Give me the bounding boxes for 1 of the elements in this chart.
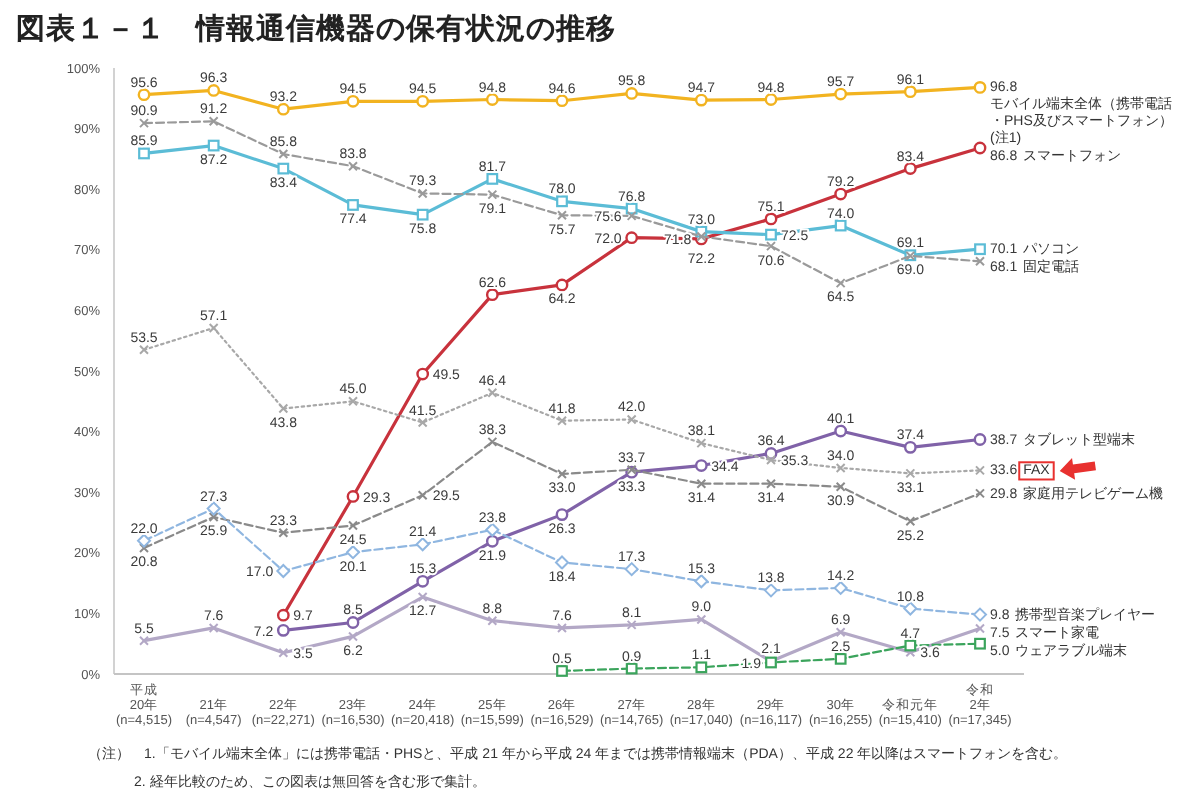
chart-title: 図表１－１ 情報通信機器の保有状況の推移 [16,12,616,46]
